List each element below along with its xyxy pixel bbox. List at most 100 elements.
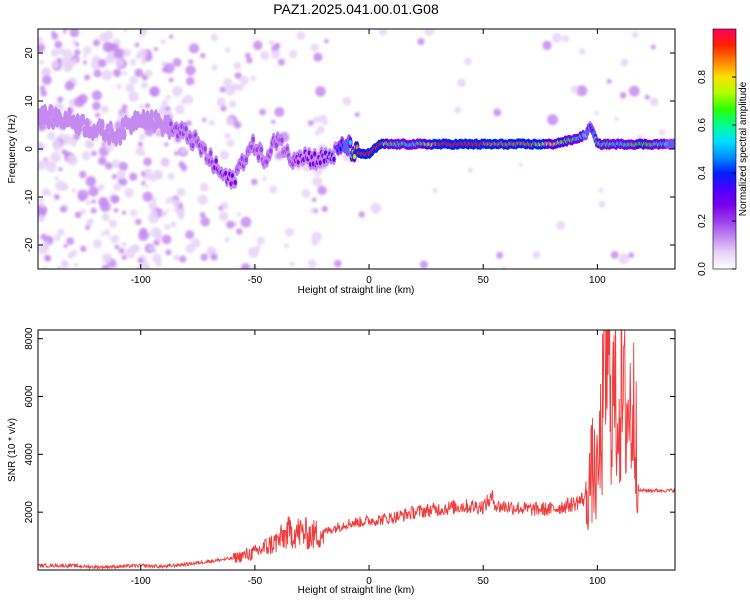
spectrogram-cell — [532, 251, 541, 259]
spectrogram-x-tick-label: 100 — [589, 275, 606, 286]
spectrogram-cell — [134, 42, 140, 48]
spectrogram-cell — [54, 234, 61, 242]
spectrogram-cell — [44, 254, 50, 261]
spectrogram-cell — [315, 86, 326, 97]
spectrogram-cell — [59, 205, 67, 213]
spectrogram-cell — [594, 110, 600, 116]
spectrogram-ridge-cell — [251, 136, 255, 142]
spectrogram-cell — [178, 213, 185, 220]
spectrogram-ridge-cell — [81, 117, 85, 123]
spectrogram-cell — [188, 59, 194, 65]
spectrogram-cell — [226, 139, 235, 148]
spectrogram-cell — [85, 176, 97, 187]
spectrogram-cell — [210, 253, 218, 261]
spectrogram-cell — [144, 69, 153, 78]
spectrogram-ridge-cell — [100, 122, 104, 128]
spectrogram-cell — [576, 85, 588, 97]
spectrogram-cell — [129, 172, 138, 181]
spectrogram-cell — [114, 244, 120, 250]
spectrogram-cell — [50, 48, 60, 57]
spectrogram-ridge-cell — [280, 137, 284, 143]
spectrogram-cell — [570, 85, 579, 94]
spectrogram-cell — [105, 228, 110, 233]
spectrogram-cell — [53, 194, 60, 201]
spectrogram-x-axis-label: Height of straight line (km) — [298, 285, 415, 296]
spectrogram-cell — [310, 208, 316, 214]
spectrogram-cell — [101, 252, 113, 264]
spectrogram-cell — [58, 48, 66, 55]
spectrogram-cell — [77, 189, 89, 201]
spectrogram-cell — [104, 162, 113, 170]
spectrogram-cell — [101, 69, 113, 81]
spectrogram-cell — [84, 74, 91, 81]
spectrogram-cell — [125, 83, 135, 93]
spectrogram-cell — [140, 81, 149, 89]
spectrogram-ridge-cell — [141, 112, 146, 118]
spectrogram-cell — [128, 91, 140, 102]
spectrogram-cell — [312, 116, 320, 124]
spectrogram-cell — [113, 208, 119, 213]
spectrogram-cell — [354, 112, 360, 118]
spectrogram-cell — [138, 133, 146, 141]
colorbar-tick-label: 0.6 — [697, 118, 708, 132]
spectrogram-cell — [598, 187, 604, 193]
spectrogram-cell — [103, 30, 114, 41]
spectrogram-cell — [628, 252, 635, 259]
spectrogram-cell — [64, 80, 75, 91]
spectrogram-cell — [61, 260, 70, 269]
spectrogram-cell — [38, 36, 43, 46]
spectrogram-cell — [118, 247, 125, 254]
spectrogram-cell — [38, 197, 45, 204]
spectrogram-ridge-cell — [259, 146, 263, 153]
spectrogram-cell — [180, 164, 188, 171]
spectrogram-cell — [57, 228, 65, 236]
spectrogram-y-tick-label: -20 — [24, 237, 35, 252]
snr-x-tick-label: 50 — [478, 576, 490, 587]
spectrogram-cell — [493, 108, 502, 117]
spectrogram-cell — [85, 199, 92, 206]
spectrogram-cell — [38, 42, 46, 53]
spectrogram-cell — [220, 105, 227, 112]
spectrogram-cell — [38, 160, 46, 171]
spectrogram-cell — [183, 221, 190, 228]
spectrogram-cell — [253, 40, 263, 51]
spectrogram-cell — [307, 259, 317, 268]
spectrogram-cell — [134, 135, 139, 140]
spectrogram-x-tick-label: -100 — [131, 275, 151, 286]
spectrogram-cell — [631, 31, 639, 39]
spectrogram-cell — [271, 49, 281, 59]
spectrogram-y-tick-label: -10 — [24, 189, 35, 204]
spectrogram-ridge-cell — [233, 179, 237, 186]
spectrogram-cell — [56, 265, 62, 269]
spectrogram-cell — [46, 131, 56, 141]
spectrogram-cell — [90, 207, 97, 214]
spectrogram-cell — [255, 244, 261, 250]
spectrogram-cell — [262, 176, 267, 182]
spectrogram-cell — [620, 58, 629, 67]
spectrogram-cell — [246, 57, 253, 64]
spectrogram-cell — [650, 44, 656, 50]
spectrogram-cell — [259, 108, 266, 116]
spectrogram-cell — [58, 167, 63, 172]
spectrogram-y-tick-label: 10 — [24, 95, 35, 107]
spectrogram-cell — [518, 162, 523, 168]
spectrogram-heatmap — [38, 29, 675, 269]
spectrogram-cell — [98, 156, 107, 166]
spectrogram-cell — [190, 238, 201, 249]
spectrogram-cell — [141, 58, 147, 65]
spectrogram-cell — [236, 228, 243, 235]
spectrogram-cell — [87, 218, 94, 225]
spectrogram-cell — [160, 39, 166, 45]
spectrogram-y-tick-label: 0 — [24, 146, 35, 152]
spectrogram-cell — [165, 94, 171, 100]
spectrogram-cell — [358, 211, 365, 218]
spectrogram-cell — [67, 251, 75, 259]
spectrogram-cell — [63, 243, 68, 248]
spectrogram-cell — [556, 220, 566, 230]
spectrogram-cell — [137, 48, 148, 59]
spectrogram-ridge-cell — [67, 110, 72, 116]
spectrogram-cell — [317, 185, 327, 196]
spectrogram-cell — [149, 173, 158, 182]
spectrogram-cell — [112, 68, 122, 78]
spectrogram-cell — [311, 197, 317, 203]
